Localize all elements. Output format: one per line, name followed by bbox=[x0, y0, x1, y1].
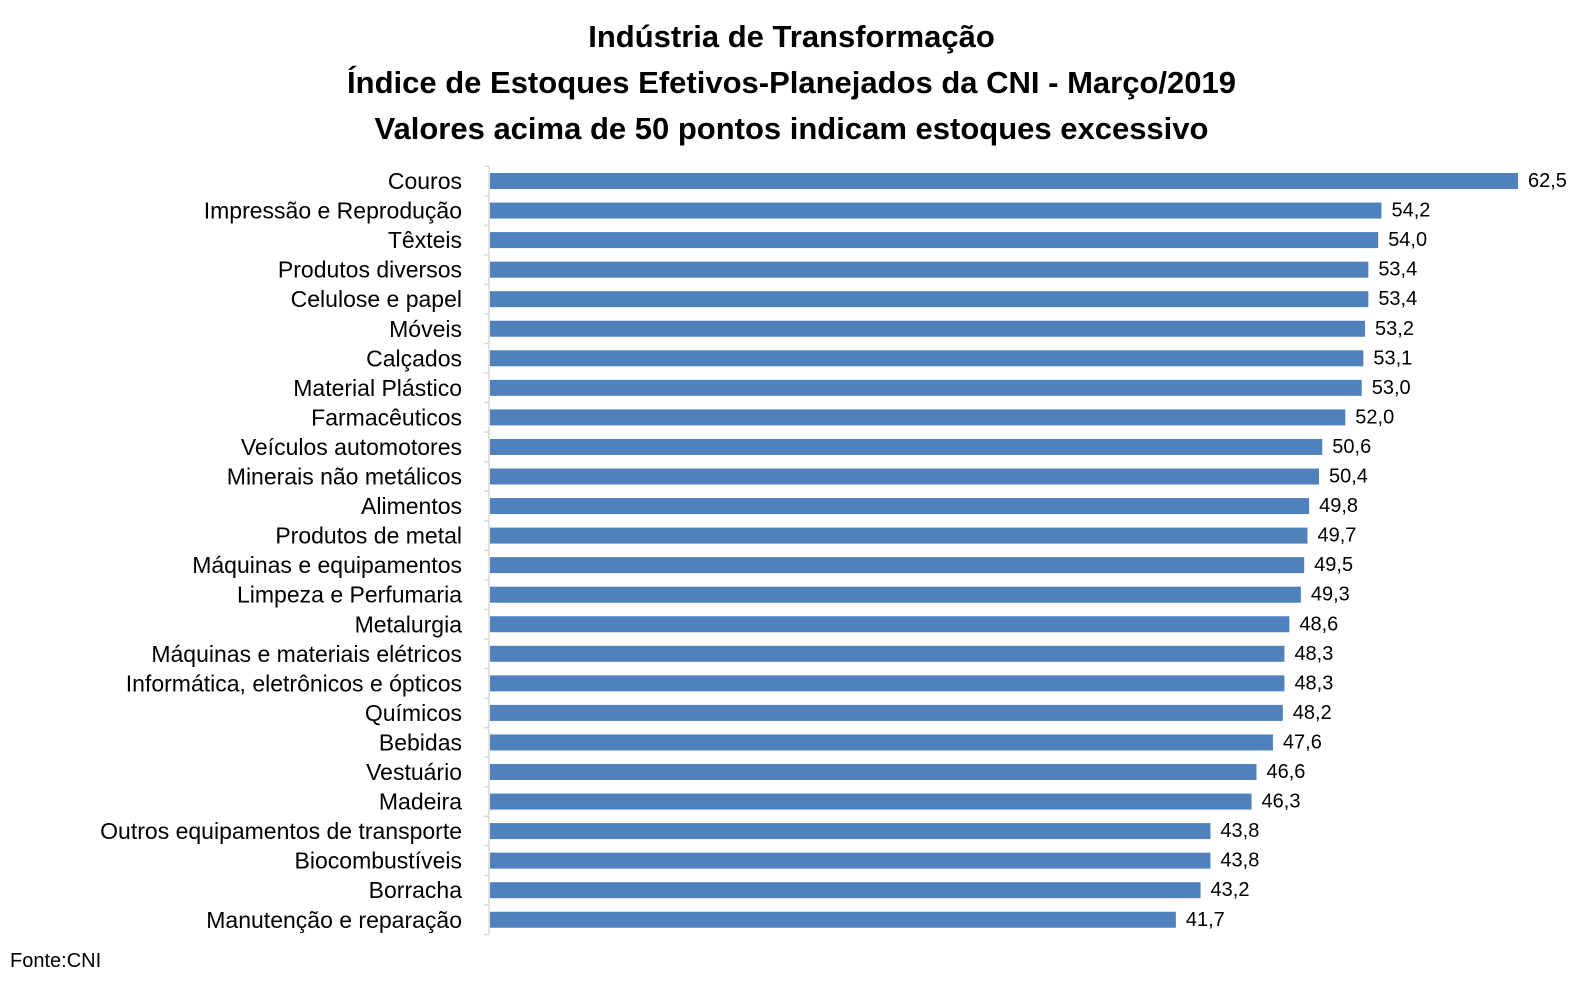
value-label: 48,3 bbox=[1294, 672, 1333, 694]
category-label: Alimentos bbox=[361, 493, 462, 519]
value-label: 53,1 bbox=[1373, 347, 1412, 369]
bar bbox=[490, 291, 1369, 308]
bar bbox=[490, 350, 1364, 367]
bar bbox=[490, 438, 1323, 455]
value-label: 49,7 bbox=[1317, 525, 1356, 547]
value-label: 53,0 bbox=[1372, 377, 1411, 399]
category-label: Minerais não metálicos bbox=[227, 464, 462, 490]
category-label: Farmacêuticos bbox=[311, 404, 462, 430]
chart-title: Indústria de Transformação Índice de Est… bbox=[0, 14, 1583, 152]
category-label: Couros bbox=[388, 168, 462, 194]
category-label: Metalurgia bbox=[355, 611, 463, 637]
value-label: 47,6 bbox=[1283, 731, 1322, 753]
bar bbox=[490, 557, 1305, 574]
bar bbox=[490, 911, 1176, 928]
value-label: 53,2 bbox=[1375, 318, 1414, 340]
source-note: Fonte:CNI bbox=[10, 950, 102, 972]
bar bbox=[490, 734, 1273, 751]
category-label: Madeira bbox=[379, 789, 462, 815]
bar bbox=[490, 823, 1211, 840]
value-label: 43,8 bbox=[1220, 850, 1259, 872]
value-label: 49,3 bbox=[1311, 584, 1350, 606]
value-label: 54,2 bbox=[1391, 200, 1430, 222]
bar bbox=[490, 202, 1382, 219]
value-label: 49,5 bbox=[1314, 554, 1353, 576]
chart-title-line-1: Indústria de Transformação bbox=[588, 19, 995, 54]
category-label: Vestuário bbox=[366, 759, 462, 785]
category-label: Impressão e Reprodução bbox=[204, 198, 462, 224]
category-label: Borracha bbox=[369, 877, 463, 903]
category-label: Limpeza e Perfumaria bbox=[237, 582, 462, 608]
bar bbox=[490, 675, 1285, 692]
value-label: 43,8 bbox=[1220, 820, 1259, 842]
category-label: Manutenção e reparação bbox=[206, 907, 462, 933]
bar bbox=[490, 498, 1310, 515]
bar bbox=[490, 173, 1518, 189]
chart-title-line-2: Índice de Estoques Efetivos-Planejados d… bbox=[347, 65, 1236, 100]
bar bbox=[490, 232, 1379, 249]
value-label: 49,8 bbox=[1319, 495, 1358, 517]
category-label: Outros equipamentos de transporte bbox=[100, 818, 462, 844]
value-label: 50,4 bbox=[1329, 466, 1368, 488]
bar bbox=[490, 586, 1301, 603]
category-label: Calçados bbox=[366, 345, 462, 371]
bar bbox=[490, 882, 1201, 899]
bar bbox=[490, 379, 1362, 396]
bar bbox=[490, 527, 1308, 544]
bar bbox=[490, 704, 1283, 721]
bar bbox=[490, 616, 1290, 633]
bar bbox=[490, 409, 1346, 426]
bar bbox=[490, 468, 1319, 485]
value-label: 50,6 bbox=[1332, 436, 1371, 458]
value-label: 53,4 bbox=[1378, 288, 1417, 310]
value-label: 48,2 bbox=[1293, 702, 1332, 724]
category-label: Têxteis bbox=[388, 227, 462, 253]
category-label: Produtos de metal bbox=[275, 523, 462, 549]
bar bbox=[490, 852, 1211, 869]
category-label: Máquinas e materiais elétricos bbox=[151, 641, 462, 667]
bar bbox=[490, 645, 1285, 662]
category-label: Material Plástico bbox=[293, 375, 462, 401]
category-label: Máquinas e equipamentos bbox=[192, 552, 462, 578]
value-label: 48,6 bbox=[1299, 613, 1338, 635]
value-label: 53,4 bbox=[1378, 259, 1417, 281]
chart-title-line-3: Valores acima de 50 pontos indicam estoq… bbox=[374, 111, 1209, 146]
value-label: 43,2 bbox=[1211, 879, 1250, 901]
bar bbox=[490, 320, 1366, 337]
category-label: Veículos automotores bbox=[241, 434, 462, 460]
bar bbox=[490, 764, 1257, 780]
value-label: 54,0 bbox=[1388, 229, 1427, 251]
category-label: Informática, eletrônicos e ópticos bbox=[126, 670, 462, 696]
value-label: 48,3 bbox=[1294, 643, 1333, 665]
value-label: 62,5 bbox=[1528, 170, 1567, 192]
value-label: 52,0 bbox=[1355, 406, 1394, 428]
category-label: Celulose e papel bbox=[291, 286, 462, 312]
bar bbox=[490, 261, 1369, 278]
value-label: 41,7 bbox=[1186, 909, 1225, 931]
category-label: Químicos bbox=[365, 700, 462, 726]
bar bbox=[490, 793, 1252, 810]
category-label: Bebidas bbox=[379, 729, 462, 755]
value-label: 46,3 bbox=[1262, 791, 1301, 813]
value-label: 46,6 bbox=[1266, 761, 1305, 783]
category-label: Móveis bbox=[389, 316, 462, 342]
category-label: Biocombustíveis bbox=[295, 848, 462, 874]
category-label: Produtos diversos bbox=[278, 257, 462, 283]
